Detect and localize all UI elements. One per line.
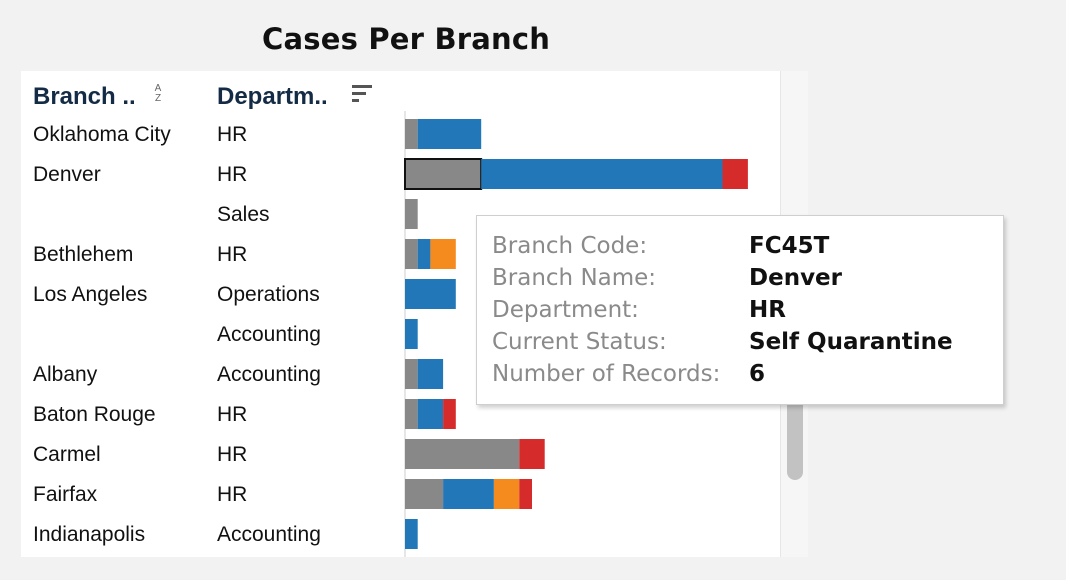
tooltip-value: Denver [749,265,842,291]
branch-label: Fairfax [33,483,98,506]
branch-label: Oklahoma City [33,123,171,146]
branch-label: Denver [33,163,101,186]
sort-descending-icon[interactable] [352,85,374,105]
tooltip: Branch Code: FC45T Branch Name: Denver Depar… [476,215,1004,405]
branch-label: Indianapolis [33,523,146,546]
bar-segment[interactable] [722,159,748,189]
bar-segment[interactable] [405,479,444,509]
bar-segment[interactable] [405,199,418,229]
bar-segment[interactable] [405,399,418,429]
bar-segment[interactable] [519,439,545,469]
bar-segment[interactable] [519,479,532,509]
bar-segment[interactable] [430,239,456,269]
branch-label: Bethlehem [33,243,134,266]
department-label: HR [217,163,248,186]
sort-alpha-icon[interactable]: A Z [151,84,165,106]
tooltip-value: HR [749,297,786,323]
tooltip-value: FC45T [749,233,830,259]
department-label: Sales [217,203,270,226]
branch-label: Carmel [33,443,101,466]
sort-alpha-top: A [154,83,162,94]
branch-column-header[interactable]: Branch .. [33,83,136,110]
bar-segment[interactable] [417,359,444,389]
department-label: Operations [217,283,320,306]
bar-segment[interactable] [417,399,444,429]
chart-title: Cases Per Branch [262,22,551,56]
department-label: Accounting [217,323,321,346]
bar-segment[interactable] [493,479,520,509]
bar-segment[interactable] [405,519,418,549]
bar-segment[interactable] [417,119,482,149]
bar-segment[interactable] [405,439,520,469]
department-label: HR [217,443,248,466]
bar-segment[interactable] [405,119,418,149]
tooltip-label: Department: [492,297,639,323]
branch-label: Albany [33,363,98,386]
sort-alpha-bottom: Z [154,93,162,104]
tooltip-value: Self Quarantine [749,329,953,355]
bar-segment[interactable] [405,319,418,349]
tooltip-label: Current Status: [492,329,667,355]
bar-segment[interactable] [443,399,456,429]
bar-segment[interactable] [405,239,418,269]
branch-label: Baton Rouge [33,403,156,426]
department-label: HR [217,403,248,426]
bar-segment[interactable] [417,239,431,269]
department-column-header[interactable]: Departm.. [217,83,328,110]
department-label: Accounting [217,363,321,386]
scrollbar-thumb[interactable] [787,398,803,480]
department-label: HR [217,123,248,146]
bar-plot [404,111,748,557]
department-label: HR [217,243,248,266]
branch-label: Los Angeles [33,283,148,306]
bar-segment[interactable] [405,279,456,309]
department-label: HR [217,483,248,506]
bar-segment[interactable] [404,158,483,190]
tooltip-label: Branch Name: [492,265,657,291]
bar-segment[interactable] [405,359,418,389]
tooltip-label: Number of Records: [492,361,721,387]
bar-segment[interactable] [443,479,494,509]
department-label: Accounting [217,523,321,546]
tooltip-label: Branch Code: [492,233,648,259]
bar-segment[interactable] [481,159,723,189]
tooltip-value: 6 [749,361,766,387]
